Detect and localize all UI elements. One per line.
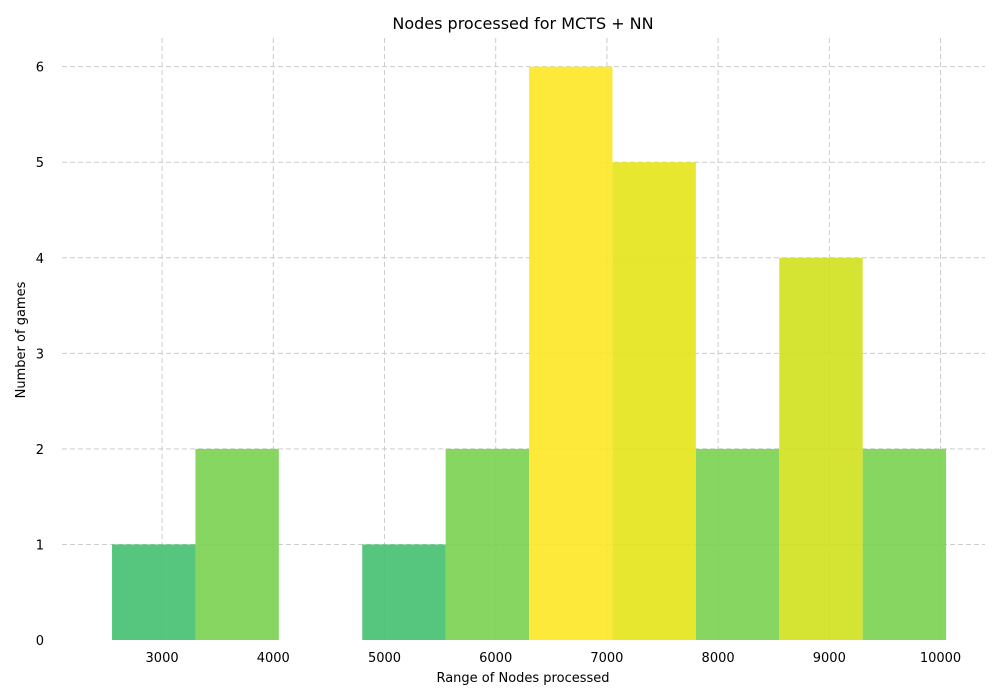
histogram-bars — [112, 66, 947, 640]
y-tick-label: 1 — [36, 538, 44, 553]
y-tick-label: 4 — [36, 252, 44, 267]
y-tick-label: 0 — [36, 634, 44, 649]
x-tick-label: 7000 — [590, 651, 623, 666]
histogram-bar — [779, 257, 863, 640]
y-axis-label: Number of games — [14, 281, 29, 398]
x-tick-label: 6000 — [479, 651, 512, 666]
y-tick-label: 6 — [36, 61, 44, 76]
x-tick-label: 3000 — [146, 651, 179, 666]
histogram-bar — [612, 162, 696, 640]
histogram-bar — [362, 544, 446, 640]
histogram-bar — [445, 448, 530, 640]
histogram-bar — [862, 448, 947, 640]
x-tick-label: 10000 — [920, 651, 961, 666]
x-axis-label: Range of Nodes processed — [436, 671, 609, 686]
y-tick-label: 3 — [36, 347, 44, 362]
axis-ticks: 0 1 2 3 4 5 6 3000 4000 5000 6000 7000 8000 9000 10000 — [36, 61, 961, 666]
x-tick-label: 9000 — [813, 651, 846, 666]
x-tick-label: 5000 — [368, 651, 401, 666]
x-tick-label: 8000 — [702, 651, 735, 666]
histogram-bar — [529, 66, 613, 640]
chart-title: Nodes processed for MCTS + NN — [392, 14, 653, 33]
x-tick-label: 4000 — [257, 651, 290, 666]
histogram-bar — [195, 448, 279, 640]
histogram-bar — [112, 544, 196, 640]
y-tick-label: 2 — [36, 443, 44, 458]
y-tick-label: 5 — [36, 156, 44, 171]
histogram-bar — [695, 448, 780, 640]
